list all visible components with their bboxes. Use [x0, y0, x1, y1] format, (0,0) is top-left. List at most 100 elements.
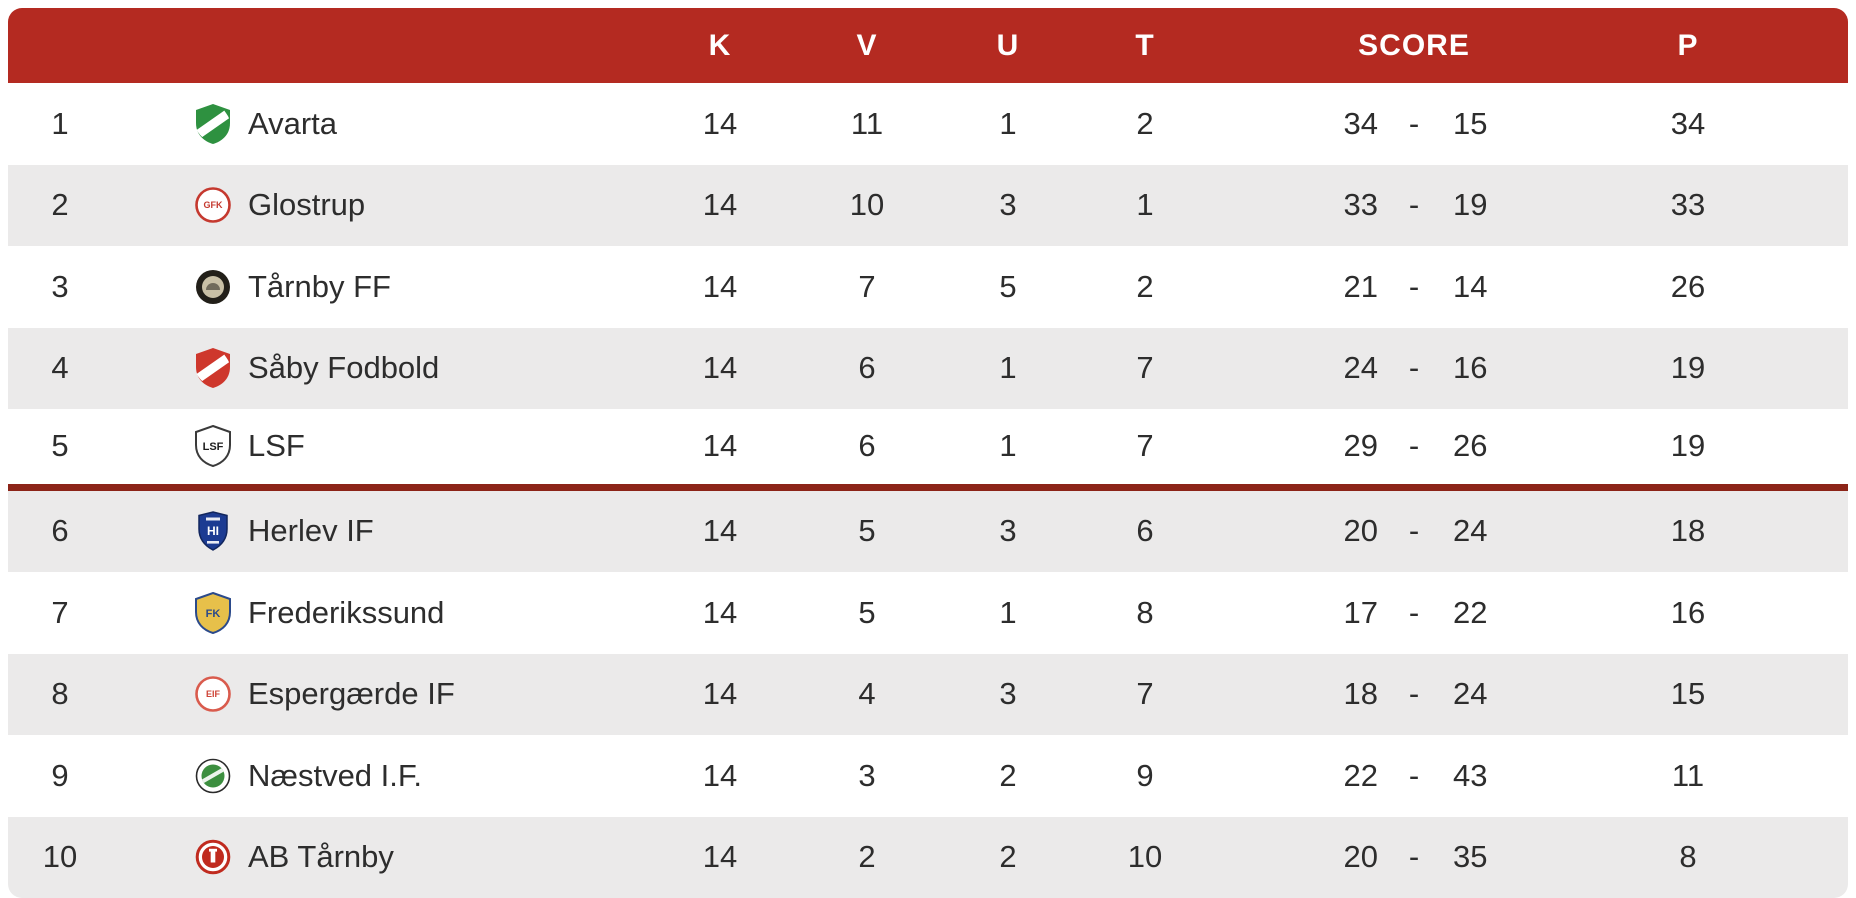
- points: 11: [1671, 757, 1705, 793]
- rank: 9: [51, 757, 69, 793]
- team-name: Glostrup: [248, 187, 366, 223]
- stat-v: 3: [858, 757, 876, 793]
- table-row[interactable]: 4 Såby Fodbold 14 6 1 7 24 - 16 19: [8, 327, 1848, 410]
- col-header-p: P: [1677, 28, 1699, 62]
- table-row[interactable]: 1 Avarta 14 11 1 2 34 - 15 34: [8, 83, 1848, 165]
- score-home: 17: [1343, 594, 1378, 630]
- score-cell: 17 - 22: [1264, 595, 1564, 631]
- spacer: [776, 572, 811, 654]
- table-row[interactable]: 8 EIF Espergærde IF 14 4 3 7 18 - 24 15: [8, 653, 1848, 736]
- spacer: [923, 572, 952, 654]
- points: 19: [1670, 428, 1706, 464]
- team-name: Næstved I.F.: [248, 757, 422, 793]
- stat-u: 2: [999, 757, 1017, 793]
- spacer: [1564, 817, 1628, 898]
- score-away: 43: [1453, 757, 1488, 793]
- svg-text:EIF: EIF: [206, 689, 221, 699]
- club-cell: GFK Glostrup: [112, 184, 664, 226]
- score-cell: 24 - 16: [1264, 350, 1564, 386]
- col-header-v: V: [856, 28, 878, 62]
- spacer: [776, 817, 811, 898]
- rank: 2: [51, 187, 69, 223]
- score-cell: 22 - 43: [1264, 758, 1564, 794]
- spacer: [1201, 409, 1264, 484]
- spacer: [1064, 491, 1089, 573]
- points: 8: [1679, 839, 1697, 875]
- spacer: [776, 654, 811, 736]
- spacer: [1064, 817, 1089, 898]
- spacer: [923, 83, 952, 165]
- stat-v: 10: [849, 187, 885, 223]
- table-row[interactable]: 9 Næstved I.F. 14 3 2 9 22 - 43 11: [8, 735, 1848, 817]
- spacer: [1064, 83, 1089, 165]
- spacer: [1201, 572, 1264, 654]
- table-row[interactable]: 10 AB Tårnby 14 2 2 10 20 - 35 8: [8, 816, 1848, 898]
- stat-u: 1: [999, 105, 1017, 141]
- stat-k: 14: [702, 105, 738, 141]
- stat-v: 7: [858, 268, 876, 304]
- lsf-logo: LSF: [194, 425, 232, 468]
- spacer: [923, 409, 952, 484]
- stat-u: 1: [999, 350, 1017, 386]
- spacer: [776, 83, 811, 165]
- saaby-fodbold-logo: [194, 347, 232, 389]
- table-row[interactable]: 5 LSF LSF 14 6 1 7 29 - 26 19: [8, 409, 1848, 491]
- spacer: [1064, 246, 1089, 328]
- score-away: 19: [1453, 187, 1488, 223]
- club-cell: HI Herlev IF: [112, 510, 664, 552]
- spacer: [1201, 328, 1264, 410]
- naestved-if-logo: [194, 755, 232, 797]
- score-cell: 20 - 24: [1264, 513, 1564, 549]
- score-dash: -: [1408, 187, 1420, 223]
- team-name: LSF: [248, 428, 305, 464]
- spacer: [776, 409, 811, 484]
- col-header-u: U: [996, 28, 1020, 62]
- rank: 4: [51, 350, 69, 386]
- svg-text:GFK: GFK: [204, 200, 223, 210]
- stat-u: 1: [999, 594, 1017, 630]
- points: 18: [1670, 513, 1706, 549]
- score-dash: -: [1408, 676, 1420, 712]
- score-dash: -: [1408, 105, 1420, 141]
- stat-v: 5: [858, 513, 876, 549]
- stat-k: 14: [702, 839, 738, 875]
- spacer: [1564, 165, 1628, 247]
- standings-body: 1 Avarta 14 11 1 2 34 - 15 34 2 GFK Glos…: [8, 83, 1848, 898]
- table-row[interactable]: 7 FK Frederikssund 14 5 1 8 17 - 22 16: [8, 572, 1848, 654]
- spacer: [1748, 246, 1848, 328]
- score-home: 20: [1343, 513, 1378, 549]
- spacer: [1748, 491, 1848, 573]
- team-name: Frederikssund: [248, 594, 445, 630]
- stat-t: 6: [1136, 513, 1154, 549]
- spacer: [1748, 735, 1848, 817]
- col-header-t: T: [1135, 28, 1155, 62]
- score-cell: 20 - 35: [1264, 839, 1564, 875]
- herlev-if-logo: HI: [194, 510, 232, 552]
- spacer: [1201, 8, 1264, 83]
- spacer: [1064, 735, 1089, 817]
- stat-k: 14: [702, 513, 738, 549]
- table-row[interactable]: 6 HI Herlev IF 14 5 3 6 20 - 24 18: [8, 490, 1848, 573]
- score-dash: -: [1408, 268, 1420, 304]
- spacer: [1564, 735, 1628, 817]
- score-dash: -: [1408, 513, 1420, 549]
- score-home: 34: [1343, 105, 1378, 141]
- stat-t: 7: [1136, 350, 1154, 386]
- standings-table: K V U T SCORE P 1 Avarta 14 11 1 2 34: [8, 8, 1848, 898]
- rank: 3: [51, 268, 69, 304]
- club-cell: Næstved I.F.: [112, 755, 664, 797]
- col-header-k: K: [708, 28, 732, 62]
- spacer: [1564, 572, 1628, 654]
- stat-k: 14: [702, 187, 738, 223]
- stat-v: 2: [858, 839, 876, 875]
- score-home: 33: [1343, 187, 1378, 223]
- spacer: [1564, 328, 1628, 410]
- rank: 7: [51, 594, 69, 630]
- table-row[interactable]: 3 Tårnby FF 14 7 5 2 21 - 14 26: [8, 246, 1848, 328]
- spacer: [776, 328, 811, 410]
- spacer: [1564, 491, 1628, 573]
- stat-t: 8: [1136, 594, 1154, 630]
- table-row[interactable]: 2 GFK Glostrup 14 10 3 1 33 - 19 33: [8, 164, 1848, 247]
- stat-k: 14: [702, 757, 738, 793]
- points: 19: [1670, 350, 1706, 386]
